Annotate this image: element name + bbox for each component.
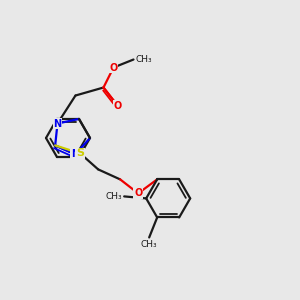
Text: O: O <box>110 62 118 73</box>
Text: N: N <box>71 149 79 159</box>
Text: N: N <box>53 118 62 128</box>
Text: S: S <box>76 148 84 158</box>
Text: O: O <box>113 100 122 110</box>
Text: CH₃: CH₃ <box>106 192 122 201</box>
Text: O: O <box>134 188 142 198</box>
Text: CH₃: CH₃ <box>141 241 158 250</box>
Text: CH₃: CH₃ <box>136 55 152 64</box>
